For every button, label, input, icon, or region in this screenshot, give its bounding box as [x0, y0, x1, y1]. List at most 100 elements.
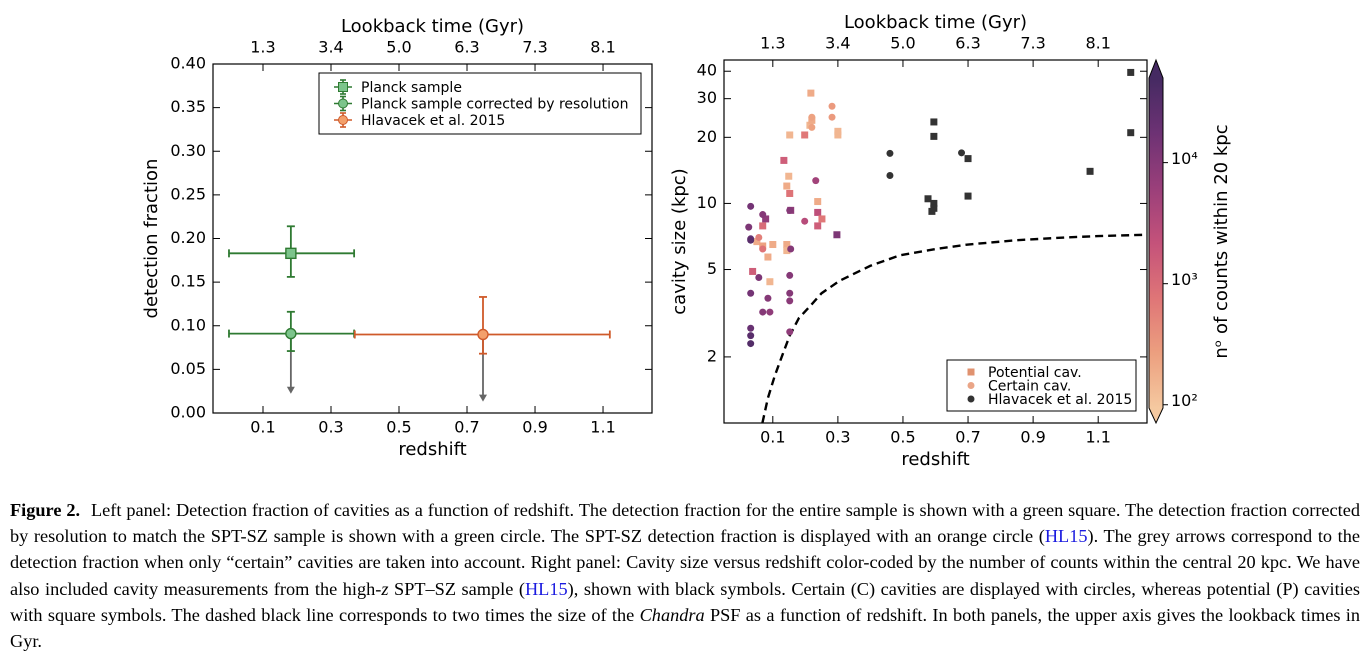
marker-circle: [747, 289, 755, 297]
caption-text: ). The grey arrows correspond to the det…: [10, 526, 1360, 599]
marker-circle: [786, 289, 794, 297]
x-tick-label: 1.1: [590, 418, 615, 437]
marker-square: [1127, 68, 1135, 76]
y-tick-label: 0.15: [170, 272, 206, 291]
marker-circle: [828, 102, 836, 110]
legend-marker: [967, 382, 975, 389]
marker-square: [764, 253, 772, 261]
marker-square: [762, 215, 770, 223]
marker-square: [807, 89, 815, 97]
y-tick-label: 30: [697, 88, 717, 107]
marker-square: [924, 195, 932, 203]
marker-square: [759, 222, 767, 230]
marker-square: [753, 238, 761, 246]
legend-text: Certain cav.: [988, 379, 1071, 395]
marker-square: [964, 155, 972, 163]
x2-tick-label: 1.3: [760, 34, 785, 53]
x2-tick-label: 5.0: [386, 38, 411, 57]
figure-label: Figure 2.: [10, 500, 81, 520]
plot-frame: [723, 59, 1148, 424]
y-tick-label: 0.35: [170, 97, 206, 116]
marker-square: [1086, 167, 1094, 175]
x-axis-label: redshift: [901, 449, 969, 470]
marker-circle: [764, 294, 772, 302]
marker-circle: [808, 113, 816, 121]
colorbar-extend: [1149, 408, 1163, 423]
legend-marker: [338, 82, 348, 92]
x-tick-label: 0.7: [955, 428, 980, 447]
plot-frame: [212, 63, 653, 414]
psf-curve: [761, 233, 1148, 424]
citation-link[interactable]: HL15: [524, 578, 568, 599]
y-tick-label: 0.25: [170, 184, 206, 203]
y-tick-label: 5: [707, 259, 717, 278]
y-tick-label: 0.30: [170, 141, 206, 160]
y-tick-label: 0.20: [170, 228, 206, 247]
marker-square: [749, 267, 757, 275]
colorbar-tick-label: 10³: [1171, 270, 1198, 289]
figure: 0.1 1.3 0.3 3.4 0.5 5.0 0.7 6.3 0.9 7.3 1.1 8.1 0.00…: [141, 12, 1232, 470]
x2-tick-label: 6.3: [955, 34, 980, 53]
marker-square: [964, 192, 972, 200]
marker-square: [814, 208, 822, 216]
y-tick-label: 0.10: [170, 315, 206, 334]
x-axis-label: redshift: [398, 439, 466, 460]
marker-square: [818, 215, 826, 223]
marker-square: [1127, 129, 1135, 137]
marker-circle: [801, 217, 809, 225]
caption-text: SPT–SZ sample (: [388, 578, 525, 599]
y-tick-label: 0.40: [170, 54, 206, 73]
marker-circle: [786, 271, 794, 279]
x-tick-label: 0.9: [1020, 428, 1045, 447]
legend-marker: [967, 368, 975, 376]
x2-tick-label: 5.0: [890, 34, 915, 53]
marker-circle: [747, 324, 755, 332]
marker-circle: [828, 113, 836, 121]
y-tick-label: 40: [697, 61, 717, 80]
marker-square: [928, 207, 936, 215]
caption-text: PSF as a function of redshift. In both p…: [10, 604, 1360, 652]
marker-circle: [886, 149, 894, 157]
marker-square: [801, 131, 809, 139]
marker-circle: [747, 332, 755, 340]
colorbar-tick-label: 10²: [1171, 391, 1198, 410]
y-axis-label: cavity size (kpc): [669, 168, 690, 314]
legend-text: Planck sample: [361, 80, 462, 96]
x2-tick-label: 8.1: [1085, 34, 1110, 53]
x-tick-label: 0.3: [318, 418, 343, 437]
marker-circle: [886, 172, 894, 180]
marker-square: [930, 118, 938, 126]
marker-square: [783, 247, 791, 255]
marker-square: [930, 132, 938, 140]
legend-text: Hlavacek et al. 2015: [988, 392, 1132, 408]
marker-circle: [759, 211, 767, 219]
marker-circle: [786, 206, 794, 214]
y-axis-label: detection fraction: [141, 159, 162, 319]
x2-tick-label: 1.3: [250, 38, 275, 57]
marker-circle: [745, 223, 753, 231]
marker-circle: [285, 327, 297, 340]
x2-tick-label: 3.4: [318, 38, 343, 57]
marker-circle: [747, 340, 755, 348]
x-tick-label: 0.1: [250, 418, 275, 437]
marker-circle: [786, 297, 794, 305]
marker-circle: [747, 236, 755, 244]
certain-arrowhead: [478, 394, 487, 402]
y-tick-label: 0.00: [170, 403, 206, 422]
legend-text: Planck sample corrected by resolution: [361, 97, 628, 113]
citation-link[interactable]: HL15: [1044, 526, 1088, 547]
colorbar: [1149, 78, 1163, 408]
certain-arrowhead: [286, 386, 295, 394]
x-tick-label: 0.5: [386, 418, 411, 437]
x2-axis-label: Lookback time (Gyr): [341, 16, 524, 37]
marker-square: [785, 172, 793, 180]
colorbar-outline: [1148, 58, 1164, 425]
x2-axis-label: Lookback time (Gyr): [844, 12, 1027, 33]
x-tick-label: 0.1: [760, 428, 785, 447]
marker-square: [783, 182, 791, 190]
marker-circle: [808, 123, 816, 131]
x-tick-label: 0.3: [825, 428, 850, 447]
legend-marker: [967, 395, 975, 403]
marker-circle: [755, 233, 763, 241]
